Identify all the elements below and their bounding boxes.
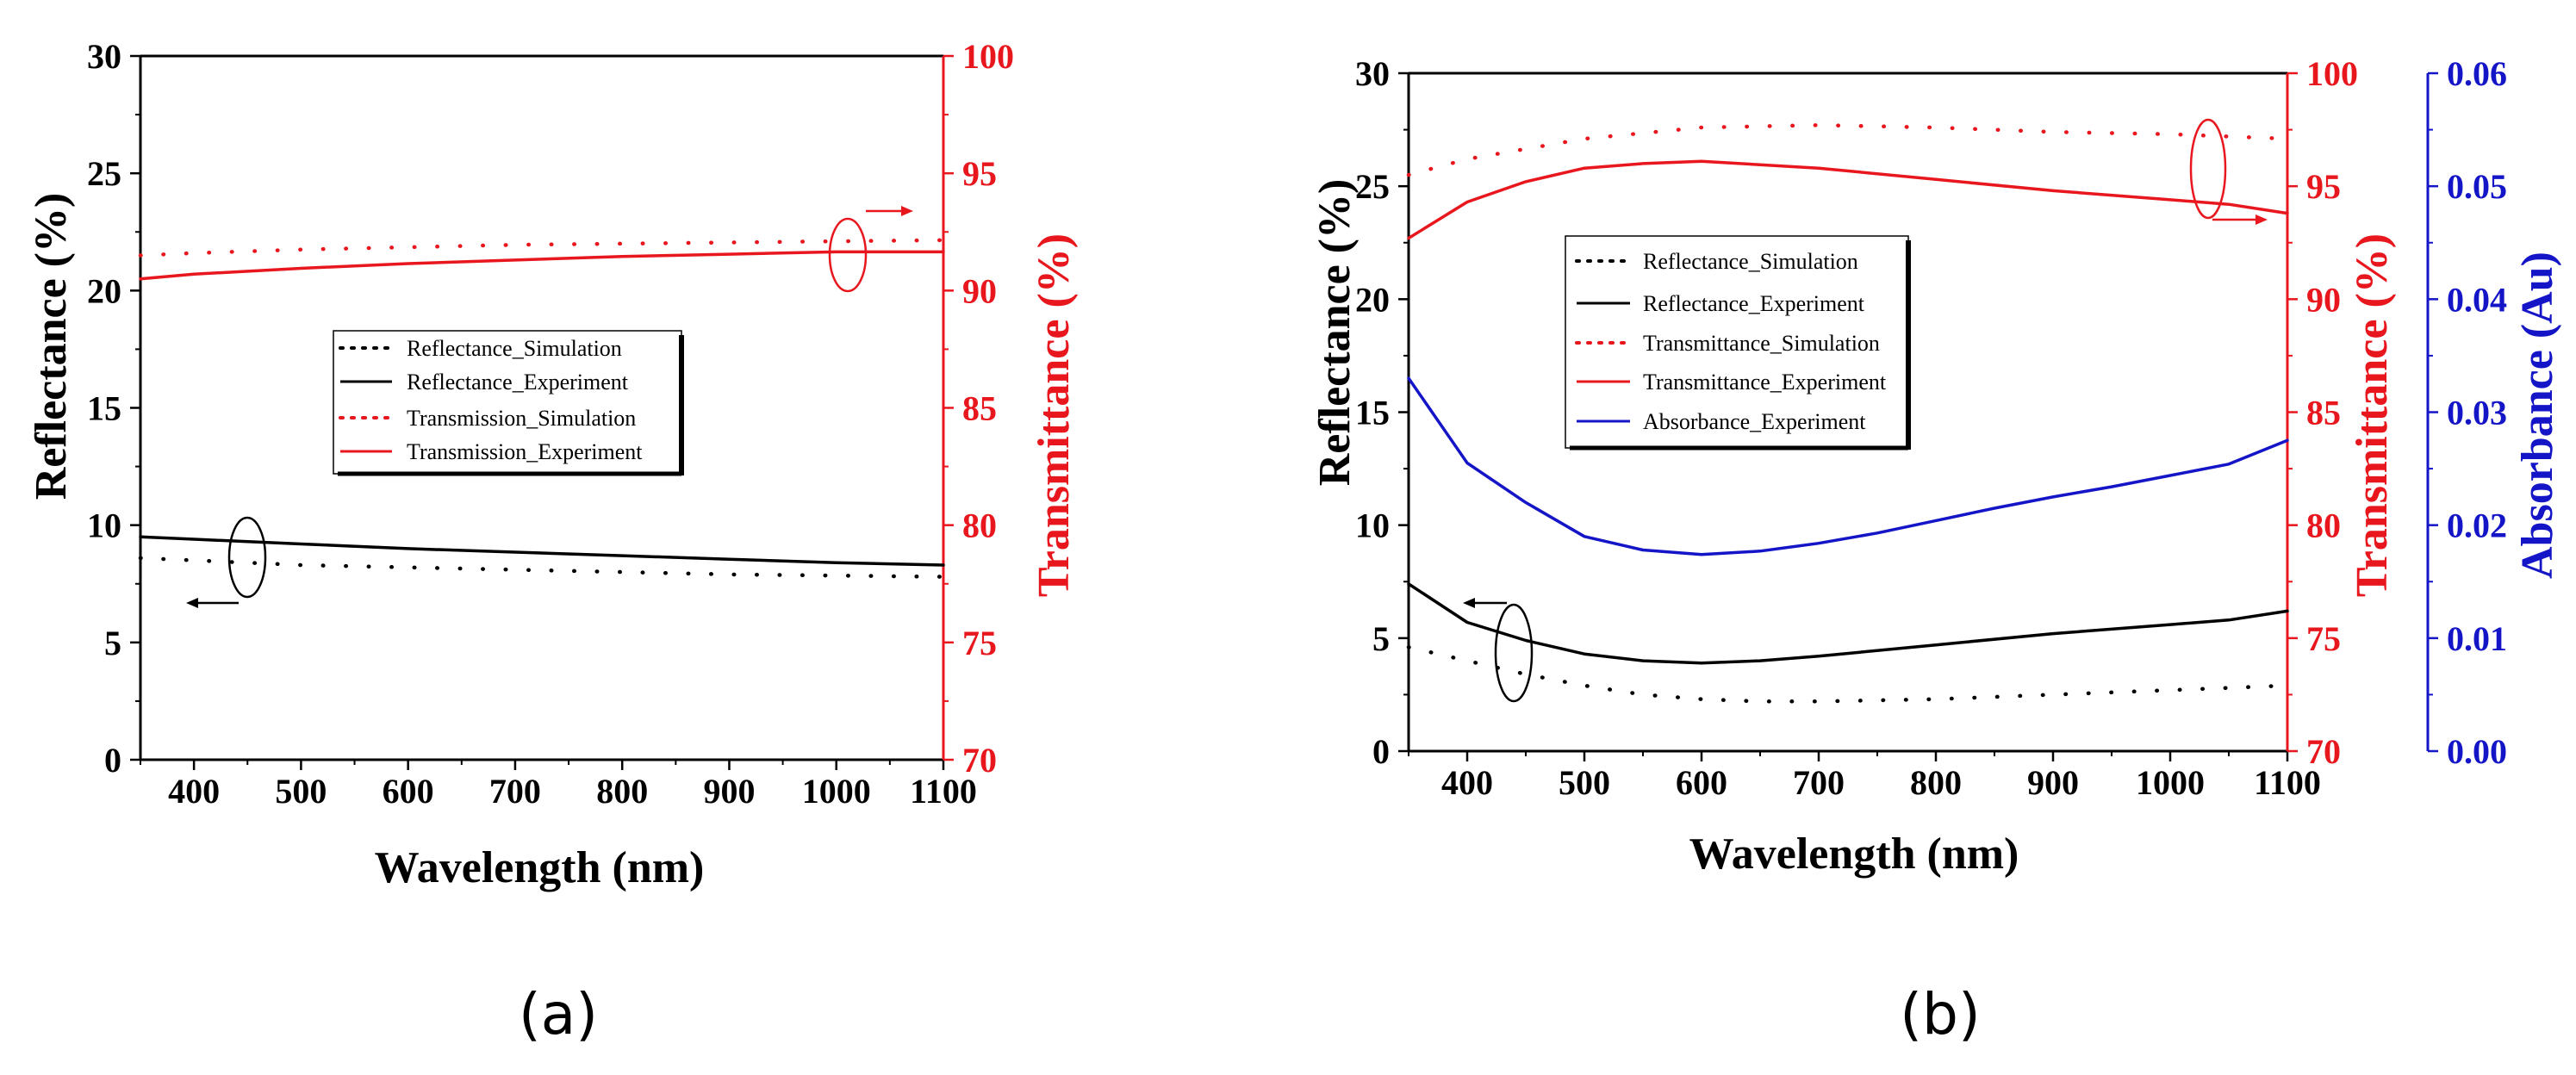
panel-a-legend-item: Transmission_Simulation [407, 406, 636, 431]
absorbance-tick-label: 0.01 [2447, 619, 2507, 658]
panel-b-label: (b) [1900, 981, 1980, 1047]
panel-a-right-ticks: 70 75 80 85 90 95 100 [943, 37, 1014, 780]
panel-a-legend: Reflectance_Simulation Reflectance_Exper… [333, 330, 684, 476]
x-tick-label: 900 [703, 772, 755, 811]
right-tick-label: 90 [2306, 280, 2341, 319]
right-tick-label: 75 [2306, 619, 2341, 658]
x-tick-label: 800 [1910, 763, 1962, 802]
panel-a-left-ticks: 0 5 10 15 20 25 30 [87, 37, 140, 780]
panel-b-annotations [1463, 118, 2268, 703]
series-transmission-experiment [139, 250, 945, 281]
x-tick-label: 700 [1793, 763, 1845, 802]
panel-b-absorbance-axis-title: Absorbance (Au) [2513, 252, 2562, 579]
series-transmittance-simulation [1406, 123, 2290, 177]
right-tick-label: 100 [962, 37, 1014, 76]
x-tick-label: 600 [383, 772, 434, 811]
absorbance-tick-label: 0.04 [2447, 280, 2507, 319]
panel-a-annotations [186, 206, 913, 608]
panel-b-legend-item: Transmittance_Experiment [1643, 370, 1887, 395]
left-tick-label: 0 [1372, 732, 1390, 771]
right-tick-label: 70 [962, 741, 997, 780]
right-tick-label: 90 [962, 271, 997, 310]
left-tick-label: 5 [104, 624, 121, 662]
series-transmission-simulation [138, 238, 946, 258]
right-tick-label: 85 [962, 389, 997, 428]
panel-b-legend-item: Absorbance_Experiment [1643, 409, 1866, 434]
panel-b-x-ticks: 400 500 600 700 800 900 1000 1100 [1408, 751, 2321, 802]
right-tick-label: 80 [2306, 506, 2341, 545]
panel-a-legend-item: Transmission_Experiment [407, 439, 643, 464]
left-tick-label: 20 [1355, 280, 1390, 319]
x-tick-label: 400 [168, 772, 220, 811]
panel-b-legend: Reflectance_Simulation Reflectance_Exper… [1565, 235, 1911, 451]
series-transmittance-experiment [1407, 159, 2289, 240]
x-tick-label: 400 [1441, 763, 1493, 802]
x-tick-label: 500 [1559, 763, 1610, 802]
panel-a-legend-item: Reflectance_Experiment [407, 370, 629, 395]
right-tick-label: 100 [2306, 54, 2358, 93]
panel-a-x-axis-title: Wavelength (nm) [375, 843, 705, 892]
panel-b-plot-area [1406, 71, 2430, 753]
panel-b-x-axis-title: Wavelength (nm) [1689, 830, 2019, 879]
right-tick-label: 95 [2306, 167, 2341, 206]
left-tick-label: 0 [104, 741, 121, 780]
series-reflectance-experiment [139, 535, 945, 567]
left-tick-label: 20 [87, 271, 121, 310]
right-tick-label: 75 [962, 624, 997, 662]
panel-b: 400 500 600 700 800 900 1000 1100 051015202530 … [1310, 54, 2562, 1047]
panel-a: 400 500 600 700 800 900 1000 1100 051015202530 … [27, 37, 1079, 1047]
x-tick-label: 900 [2027, 763, 2079, 802]
left-tick-label: 15 [87, 389, 121, 428]
x-tick-label: 1100 [2254, 763, 2321, 802]
panel-a-legend-item: Reflectance_Simulation [407, 336, 622, 361]
left-tick-label: 10 [87, 506, 121, 545]
right-tick-label: 85 [2306, 394, 2341, 432]
absorbance-tick-label: 0.05 [2447, 167, 2507, 206]
absorbance-tick-label: 0.06 [2447, 54, 2507, 93]
panel-a-label: (a) [519, 981, 598, 1047]
absorbance-tick-label: 0.00 [2447, 732, 2507, 771]
series-reflectance-simulation [1406, 645, 2290, 704]
left-tick-label: 25 [87, 154, 121, 193]
x-tick-label: 800 [596, 772, 648, 811]
panel-a-x-ticks: 400 500 600 700 800 900 1000 1100 [140, 760, 977, 811]
absorbance-tick-label: 0.03 [2447, 394, 2507, 432]
x-tick-label: 1000 [2136, 763, 2205, 802]
series-reflectance-simulation [138, 556, 946, 579]
absorbance-tick-label: 0.02 [2447, 506, 2507, 545]
panel-b-legend-item: Reflectance_Simulation [1643, 249, 1858, 274]
left-tick-label: 15 [1355, 394, 1390, 432]
right-tick-label: 95 [962, 154, 997, 193]
panel-b-left-ticks: 0 5 10 15 20 25 30 [1355, 54, 1409, 771]
left-tick-label: 10 [1355, 506, 1390, 545]
panel-b-legend-item: Transmittance_Simulation [1643, 331, 1880, 356]
panel-a-right-axis-title: Transmittance (%) [1030, 233, 1079, 597]
panel-b-right-ticks: 70 75 80 85 90 95 100 [2287, 54, 2358, 771]
panel-b-absorbance-ticks: 0.00 0.01 0.02 0.03 0.04 0.05 0.06 [2428, 54, 2507, 771]
series-absorbance-experiment [1407, 376, 2289, 556]
right-tick-label: 70 [2306, 732, 2341, 771]
right-tick-label: 80 [962, 506, 997, 545]
panel-a-left-axis-title: Reflectance (%) [27, 193, 76, 500]
x-tick-label: 1000 [802, 772, 871, 811]
left-tick-label: 30 [1355, 54, 1390, 93]
x-tick-label: 700 [489, 772, 541, 811]
x-tick-label: 500 [275, 772, 327, 811]
panel-b-legend-item: Reflectance_Experiment [1643, 291, 1865, 316]
left-tick-label: 30 [87, 37, 121, 76]
x-tick-label: 1100 [910, 772, 977, 811]
left-tick-label: 5 [1372, 619, 1390, 658]
left-tick-label: 25 [1355, 167, 1390, 206]
x-tick-label: 600 [1676, 763, 1727, 802]
panel-b-left-axis-title: Reflectance (%) [1310, 179, 1360, 487]
panel-b-right-axis-title: Transmittance (%) [2348, 233, 2397, 597]
series-reflectance-experiment [1407, 582, 2289, 665]
